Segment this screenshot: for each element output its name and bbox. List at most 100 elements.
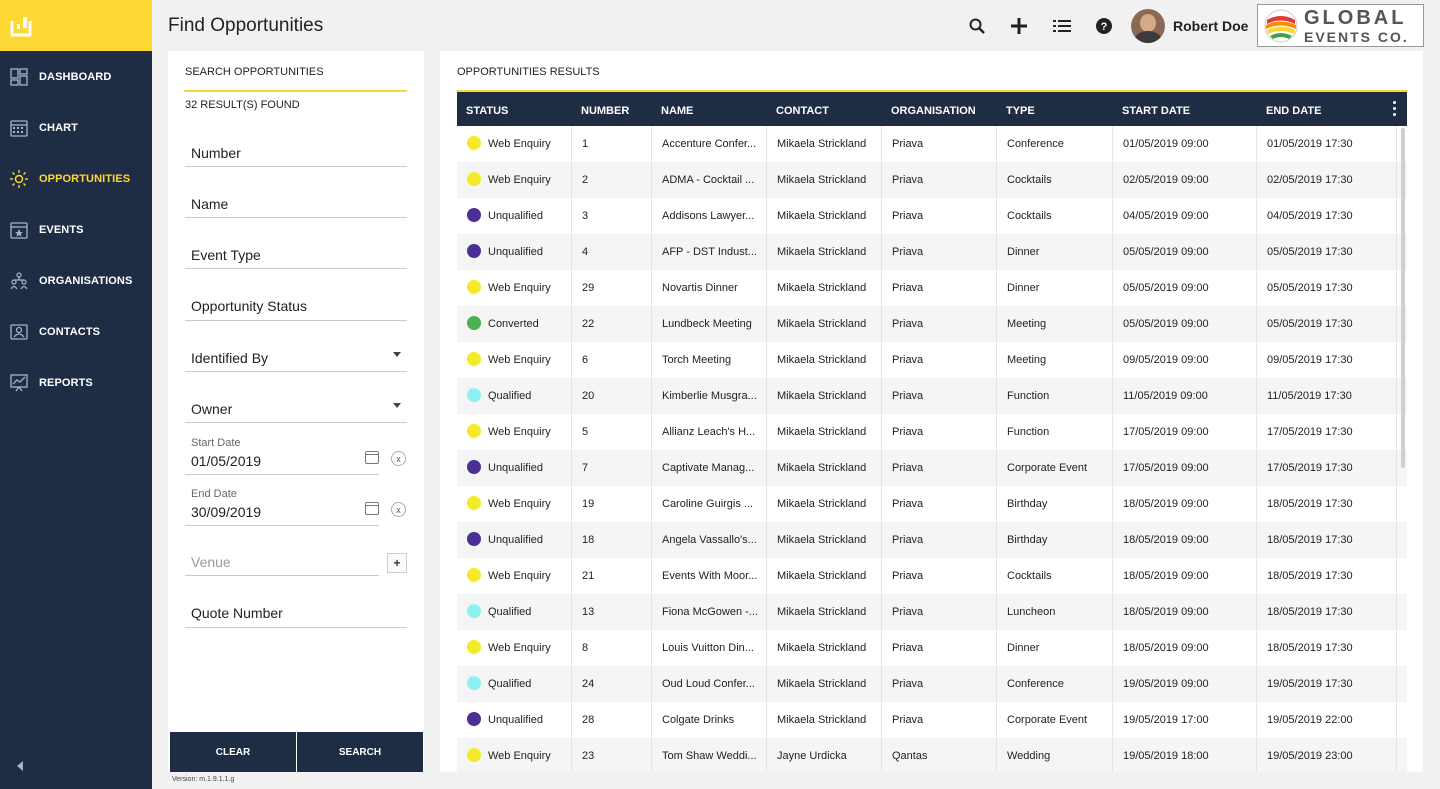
chevron-down-icon <box>393 352 401 357</box>
cell-end: 19/05/2019 23:00 <box>1257 738 1397 772</box>
cell-status: Web Enquiry <box>457 630 572 666</box>
search-icon[interactable] <box>967 16 987 36</box>
quote-number-field[interactable]: Quote Number <box>185 599 407 628</box>
add-icon[interactable] <box>1009 16 1029 36</box>
clear-end-date-button[interactable]: x <box>391 502 406 517</box>
sidebar-item-reports[interactable]: REPORTS <box>0 357 152 408</box>
cell-name: Fiona McGowen -... <box>652 594 767 630</box>
event-type-field[interactable]: Event Type <box>185 241 407 269</box>
list-icon[interactable] <box>1052 16 1072 36</box>
sidebar-item-opportunities[interactable]: OPPORTUNITIES <box>0 153 152 204</box>
table-row[interactable]: Qualified 20 Kimberlie Musgra... Mikaela St… <box>457 378 1407 414</box>
cell-type: Corporate Event <box>997 450 1113 486</box>
column-header-start[interactable]: START DATE <box>1122 105 1191 117</box>
status-dot-icon <box>467 352 481 367</box>
cell-number: 6 <box>572 342 652 378</box>
sidebar-item-contacts[interactable]: CONTACTS <box>0 306 152 357</box>
collapse-sidebar-icon[interactable] <box>17 761 23 771</box>
cell-contact: Mikaela Strickland <box>767 594 882 630</box>
sidebar-item-chart[interactable]: CHART <box>0 102 152 153</box>
column-header-status[interactable]: STATUS <box>466 105 509 117</box>
more-options-icon[interactable] <box>1393 101 1397 116</box>
table-row[interactable]: Unqualified 18 Angela Vassallo's... Mikaela… <box>457 522 1407 558</box>
status-dot-icon <box>467 136 481 151</box>
clear-button[interactable]: CLEAR <box>170 732 296 772</box>
sidebar-item-events[interactable]: EVENTS <box>0 204 152 255</box>
cell-number: 13 <box>572 594 652 630</box>
avatar[interactable] <box>1131 9 1165 43</box>
cell-start: 19/05/2019 17:00 <box>1113 702 1257 738</box>
sidebar-item-label: EVENTS <box>39 223 84 236</box>
table-row[interactable]: Web Enquiry 21 Events With Moor... Mikaela … <box>457 558 1407 594</box>
sidebar-item-dashboard[interactable]: DASHBOARD <box>0 51 152 102</box>
table-scrollbar[interactable] <box>1401 128 1405 468</box>
table-row[interactable]: Web Enquiry 19 Caroline Guirgis ... Mikaela… <box>457 486 1407 522</box>
app-logo[interactable] <box>0 0 152 51</box>
table-row[interactable]: Web Enquiry 1 Accenture Confer... Mikaela S… <box>457 126 1407 162</box>
cell-organisation: Priava <box>882 162 997 198</box>
table-row[interactable]: Web Enquiry 8 Louis Vuitton Din... Mikaela … <box>457 630 1407 666</box>
cell-number: 24 <box>572 666 652 702</box>
help-icon[interactable]: ? <box>1094 16 1114 36</box>
table-header: STATUS NUMBER NAME CONTACT ORGANISATION TYPE S… <box>457 90 1407 126</box>
cell-organisation: Priava <box>882 342 997 378</box>
status-dot-icon <box>467 712 481 727</box>
owner-select[interactable]: Owner <box>185 394 407 423</box>
column-header-name[interactable]: NAME <box>661 105 694 117</box>
status-text: Web Enquiry <box>488 570 551 582</box>
name-field[interactable]: Name <box>185 190 407 218</box>
table-row[interactable]: Unqualified 4 AFP - DST Indust... Mikaela S… <box>457 234 1407 270</box>
cell-status: Unqualified <box>457 234 572 270</box>
cell-contact: Mikaela Strickland <box>767 630 882 666</box>
cell-start: 11/05/2019 09:00 <box>1113 378 1257 414</box>
column-header-contact[interactable]: CONTACT <box>776 105 829 117</box>
version-text: Version: m.1.9.1.1.g <box>172 776 235 783</box>
calendar-icon[interactable] <box>365 502 379 515</box>
opportunity-status-field[interactable]: Opportunity Status <box>185 292 407 321</box>
table-row[interactable]: Unqualified 3 Addisons Lawyer... Mikaela St… <box>457 198 1407 234</box>
status-text: Web Enquiry <box>488 174 551 186</box>
cell-name: ADMA - Cocktail ... <box>652 162 767 198</box>
table-row[interactable]: Unqualified 28 Colgate Drinks Mikaela Stric… <box>457 702 1407 738</box>
status-dot-icon <box>467 676 481 691</box>
cell-contact: Mikaela Strickland <box>767 558 882 594</box>
cell-status: Unqualified <box>457 450 572 486</box>
cell-contact: Mikaela Strickland <box>767 522 882 558</box>
end-date-field[interactable]: End Date 30/09/2019 <box>185 488 379 526</box>
status-text: Converted <box>488 318 539 330</box>
cell-number: 28 <box>572 702 652 738</box>
status-dot-icon <box>467 388 481 403</box>
table-row[interactable]: Qualified 24 Oud Loud Confer... Mikaela Str… <box>457 666 1407 702</box>
table-row[interactable]: Web Enquiry 6 Torch Meeting Mikaela Strickl… <box>457 342 1407 378</box>
table-row[interactable]: Web Enquiry 23 Tom Shaw Weddi... Jayne Urdi… <box>457 738 1407 772</box>
cell-type: Birthday <box>997 486 1113 522</box>
calendar-icon[interactable] <box>365 451 379 464</box>
cell-type: Luncheon <box>997 594 1113 630</box>
table-row[interactable]: Converted 22 Lundbeck Meeting Mikaela Stric… <box>457 306 1407 342</box>
search-button[interactable]: SEARCH <box>297 732 423 772</box>
venue-field[interactable]: Venue <box>185 548 379 576</box>
table-row[interactable]: Web Enquiry 2 ADMA - Cocktail ... Mikaela S… <box>457 162 1407 198</box>
sidebar-item-label: DASHBOARD <box>39 70 112 83</box>
start-date-field[interactable]: Start Date 01/05/2019 <box>185 437 379 475</box>
table-row[interactable]: Unqualified 7 Captivate Manag... Mikaela St… <box>457 450 1407 486</box>
column-header-type[interactable]: TYPE <box>1006 105 1035 117</box>
number-field[interactable]: Number <box>185 139 407 167</box>
app-logo-icon <box>10 16 32 36</box>
column-header-end[interactable]: END DATE <box>1266 105 1322 117</box>
table-row[interactable]: Qualified 13 Fiona McGowen -... Mikaela Str… <box>457 594 1407 630</box>
sidebar-item-organisations[interactable]: ORGANISATIONS <box>0 255 152 306</box>
cell-type: Wedding <box>997 738 1113 772</box>
cell-number: 2 <box>572 162 652 198</box>
user-name[interactable]: Robert Doe <box>1173 18 1249 34</box>
start-date-value: 01/05/2019 <box>191 453 262 469</box>
column-header-number[interactable]: NUMBER <box>581 105 630 117</box>
table-row[interactable]: Web Enquiry 5 Allianz Leach's H... Mikaela … <box>457 414 1407 450</box>
add-venue-button[interactable]: + <box>387 553 407 573</box>
status-dot-icon <box>467 532 481 547</box>
cell-number: 3 <box>572 198 652 234</box>
clear-start-date-button[interactable]: x <box>391 451 406 466</box>
column-header-organisation[interactable]: ORGANISATION <box>891 105 976 117</box>
identified-by-select[interactable]: Identified By <box>185 343 407 372</box>
table-row[interactable]: Web Enquiry 29 Novartis Dinner Mikaela Stri… <box>457 270 1407 306</box>
